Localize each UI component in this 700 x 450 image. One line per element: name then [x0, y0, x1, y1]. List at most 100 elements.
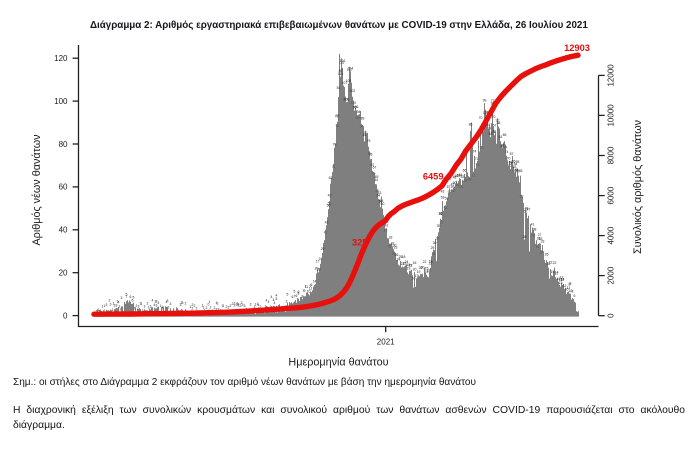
svg-text:73: 73 — [369, 152, 373, 156]
svg-text:70: 70 — [479, 116, 483, 120]
svg-text:29: 29 — [431, 246, 435, 250]
svg-text:3: 3 — [156, 304, 158, 308]
svg-text:26: 26 — [545, 253, 549, 257]
svg-text:2: 2 — [238, 303, 240, 307]
svg-text:1: 1 — [209, 300, 211, 304]
svg-text:5: 5 — [133, 296, 135, 300]
svg-text:7: 7 — [126, 295, 128, 299]
svg-text:54: 54 — [377, 194, 381, 198]
svg-text:58: 58 — [380, 199, 384, 203]
svg-text:10000: 10000 — [607, 104, 616, 127]
svg-text:2: 2 — [109, 299, 111, 303]
svg-text:11: 11 — [561, 277, 565, 281]
svg-text:30: 30 — [393, 243, 397, 247]
svg-text:1: 1 — [190, 305, 192, 309]
svg-text:70: 70 — [372, 172, 376, 176]
svg-text:94: 94 — [357, 110, 361, 114]
svg-text:4000: 4000 — [607, 226, 616, 244]
svg-text:35: 35 — [388, 245, 392, 249]
svg-text:97: 97 — [496, 119, 500, 123]
svg-text:57: 57 — [447, 185, 451, 189]
svg-text:76: 76 — [508, 164, 512, 168]
svg-text:1: 1 — [160, 304, 162, 308]
svg-text:71: 71 — [475, 157, 479, 161]
svg-text:62: 62 — [452, 189, 456, 193]
svg-text:17: 17 — [555, 272, 559, 276]
svg-text:65: 65 — [515, 168, 519, 172]
svg-text:1: 1 — [96, 309, 98, 313]
svg-text:2: 2 — [226, 305, 228, 309]
svg-text:68: 68 — [468, 178, 472, 182]
svg-text:63: 63 — [455, 174, 459, 178]
svg-text:42: 42 — [532, 233, 536, 237]
svg-text:60: 60 — [59, 183, 68, 192]
svg-text:18: 18 — [429, 260, 433, 264]
svg-text:2: 2 — [196, 306, 198, 310]
svg-text:Συνολικός αριθμός θανάτων: Συνολικός αριθμός θανάτων — [632, 120, 644, 254]
svg-text:1: 1 — [237, 302, 239, 306]
svg-text:70: 70 — [492, 115, 496, 119]
svg-text:1: 1 — [102, 305, 104, 309]
svg-text:102: 102 — [350, 89, 356, 93]
svg-text:89: 89 — [361, 116, 365, 120]
svg-text:126: 126 — [339, 61, 345, 65]
svg-text:19: 19 — [551, 270, 555, 274]
svg-text:94: 94 — [360, 125, 364, 129]
svg-text:0: 0 — [208, 302, 210, 306]
svg-text:16: 16 — [557, 277, 561, 281]
svg-text:60: 60 — [453, 181, 457, 185]
svg-text:81: 81 — [368, 152, 372, 156]
svg-text:10: 10 — [307, 290, 311, 294]
svg-text:91: 91 — [364, 131, 368, 135]
svg-text:12903: 12903 — [564, 43, 590, 53]
svg-text:1: 1 — [162, 305, 164, 309]
svg-text:1: 1 — [142, 309, 144, 313]
svg-text:84: 84 — [504, 146, 508, 150]
svg-text:3: 3 — [140, 301, 142, 305]
svg-text:81: 81 — [363, 133, 367, 137]
svg-text:8: 8 — [572, 290, 574, 294]
svg-text:78: 78 — [333, 142, 337, 146]
svg-text:57: 57 — [510, 152, 514, 156]
svg-text:3: 3 — [167, 299, 169, 303]
svg-text:2: 2 — [240, 304, 242, 308]
svg-text:4: 4 — [158, 301, 160, 305]
svg-text:116: 116 — [340, 59, 346, 63]
svg-text:2: 2 — [192, 303, 194, 307]
svg-text:107: 107 — [342, 81, 348, 85]
svg-text:3: 3 — [150, 305, 152, 309]
svg-text:47: 47 — [527, 208, 531, 212]
svg-text:15: 15 — [407, 263, 411, 267]
svg-text:114: 114 — [348, 67, 354, 71]
svg-text:48: 48 — [525, 207, 529, 211]
svg-text:88: 88 — [497, 121, 501, 125]
svg-text:6: 6 — [296, 294, 298, 298]
svg-text:87: 87 — [487, 123, 491, 127]
svg-text:62: 62 — [448, 190, 452, 194]
svg-text:4: 4 — [271, 295, 273, 299]
svg-text:71: 71 — [335, 115, 339, 119]
svg-text:3: 3 — [106, 303, 108, 307]
svg-text:1: 1 — [113, 302, 115, 306]
svg-text:19: 19 — [407, 266, 411, 270]
svg-text:3: 3 — [155, 300, 157, 304]
svg-text:42: 42 — [324, 230, 328, 234]
svg-text:22: 22 — [547, 262, 551, 266]
svg-text:2: 2 — [260, 305, 262, 309]
svg-text:50: 50 — [327, 204, 331, 208]
svg-text:2: 2 — [216, 307, 218, 311]
svg-text:3: 3 — [144, 305, 146, 309]
svg-text:50: 50 — [379, 200, 383, 204]
svg-text:17: 17 — [415, 274, 419, 278]
svg-text:24: 24 — [397, 258, 401, 262]
svg-text:1: 1 — [104, 304, 106, 308]
svg-text:72: 72 — [336, 114, 340, 118]
svg-text:39: 39 — [436, 236, 440, 240]
svg-text:2: 2 — [286, 299, 288, 303]
svg-text:84: 84 — [493, 130, 497, 134]
svg-text:95: 95 — [336, 124, 340, 128]
svg-text:12000: 12000 — [607, 64, 616, 87]
svg-text:54: 54 — [514, 162, 518, 166]
svg-text:20: 20 — [413, 267, 417, 271]
svg-text:9: 9 — [304, 289, 306, 293]
